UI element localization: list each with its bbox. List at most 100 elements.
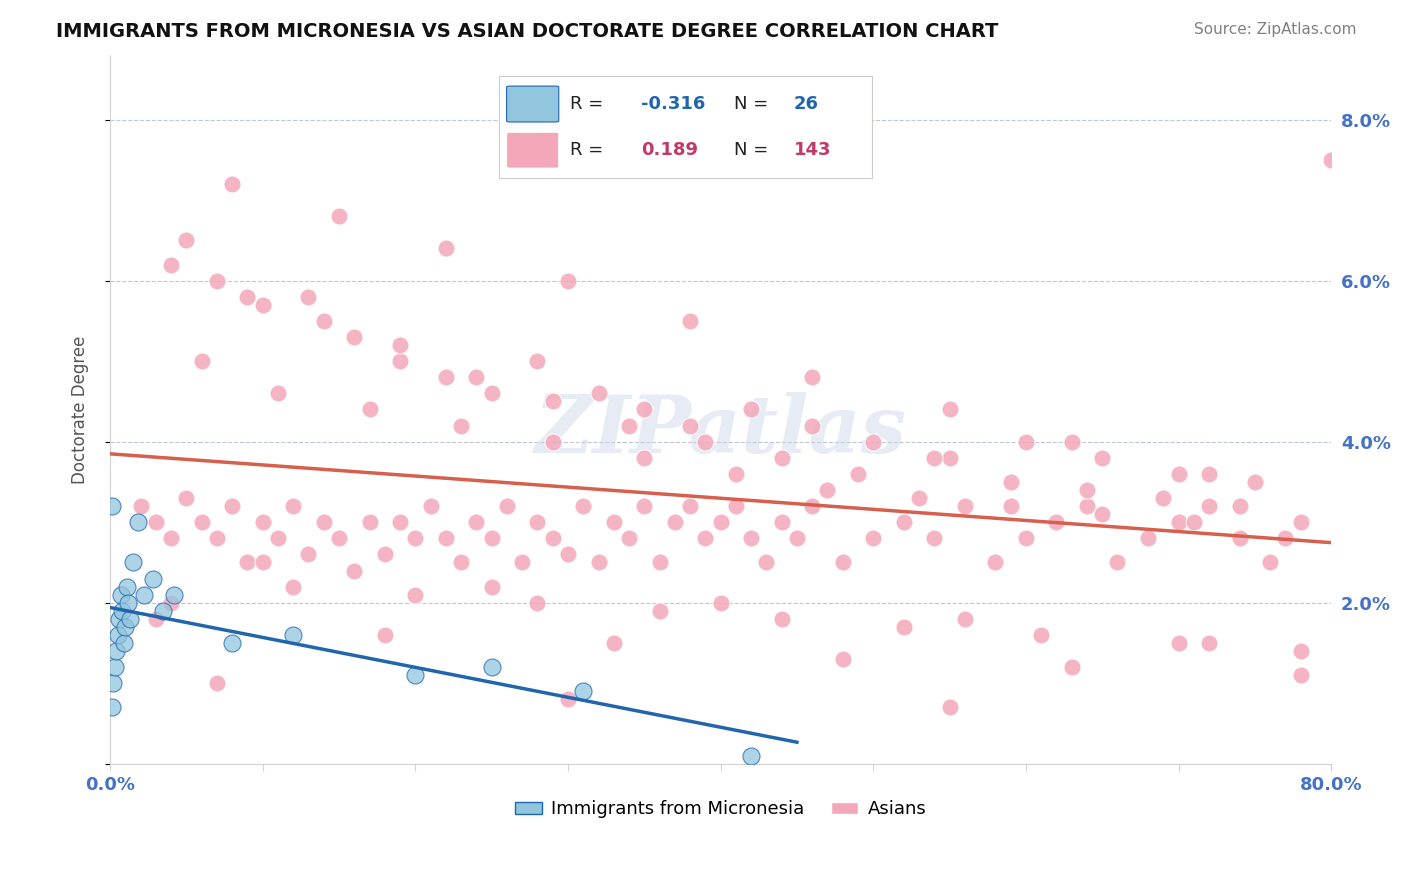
Point xyxy=(110,588,132,602)
Point xyxy=(695,434,717,449)
Point xyxy=(283,628,305,642)
Point xyxy=(831,556,853,570)
Point xyxy=(557,548,579,562)
Point xyxy=(1152,491,1174,505)
Point xyxy=(1015,434,1038,449)
Point xyxy=(205,274,228,288)
Point xyxy=(434,532,457,546)
Point xyxy=(1107,556,1129,570)
Point xyxy=(152,604,174,618)
Point xyxy=(297,290,319,304)
Point xyxy=(526,515,548,529)
Point xyxy=(450,556,472,570)
Point xyxy=(374,548,396,562)
Point xyxy=(695,532,717,546)
Point xyxy=(145,612,167,626)
Point xyxy=(924,450,946,465)
Point xyxy=(893,515,915,529)
Point xyxy=(205,676,228,690)
Point xyxy=(160,258,183,272)
Point xyxy=(1274,532,1296,546)
Point xyxy=(908,491,931,505)
Point xyxy=(924,532,946,546)
Point xyxy=(710,515,733,529)
Point xyxy=(1167,515,1189,529)
Point xyxy=(142,572,165,586)
Point xyxy=(107,628,129,642)
Point xyxy=(100,700,122,714)
Point xyxy=(588,386,610,401)
Point xyxy=(465,370,488,384)
Point xyxy=(343,330,366,344)
Point xyxy=(190,515,212,529)
Point xyxy=(236,290,259,304)
Point xyxy=(648,604,671,618)
Text: 143: 143 xyxy=(793,141,831,159)
Point xyxy=(1000,475,1022,489)
Point xyxy=(236,556,259,570)
Point xyxy=(359,402,381,417)
Point xyxy=(374,628,396,642)
Point xyxy=(953,499,976,513)
FancyBboxPatch shape xyxy=(506,87,558,122)
Point xyxy=(755,556,778,570)
Point xyxy=(221,177,243,191)
Point xyxy=(862,434,884,449)
Text: R =: R = xyxy=(569,95,609,113)
Point xyxy=(1182,515,1205,529)
Point xyxy=(114,620,136,634)
Point xyxy=(205,532,228,546)
Point xyxy=(101,676,124,690)
Point xyxy=(104,660,127,674)
Point xyxy=(129,499,152,513)
Point xyxy=(541,532,564,546)
Point xyxy=(389,515,412,529)
Text: N =: N = xyxy=(734,95,773,113)
Point xyxy=(1167,467,1189,481)
Point xyxy=(664,515,686,529)
Point xyxy=(770,450,793,465)
Point xyxy=(541,394,564,409)
Point xyxy=(648,556,671,570)
Point xyxy=(1289,668,1312,682)
Point xyxy=(831,652,853,666)
Point xyxy=(118,612,141,626)
Point xyxy=(1076,499,1098,513)
Point xyxy=(1289,515,1312,529)
Point xyxy=(1198,499,1220,513)
Point xyxy=(163,588,186,602)
Text: IMMIGRANTS FROM MICRONESIA VS ASIAN DOCTORATE DEGREE CORRELATION CHART: IMMIGRANTS FROM MICRONESIA VS ASIAN DOCT… xyxy=(56,22,998,41)
Point xyxy=(100,499,122,513)
Point xyxy=(496,499,519,513)
Point xyxy=(176,233,198,247)
Point xyxy=(297,548,319,562)
Point xyxy=(283,580,305,594)
Point xyxy=(938,700,960,714)
Text: Source: ZipAtlas.com: Source: ZipAtlas.com xyxy=(1194,22,1357,37)
Point xyxy=(481,386,503,401)
Point xyxy=(526,354,548,368)
FancyBboxPatch shape xyxy=(506,132,558,168)
Point xyxy=(817,483,839,497)
Point xyxy=(617,418,640,433)
Point xyxy=(588,556,610,570)
Point xyxy=(132,588,155,602)
Point xyxy=(419,499,441,513)
Point xyxy=(267,386,290,401)
Point xyxy=(312,515,335,529)
Point xyxy=(404,532,426,546)
Point xyxy=(770,515,793,529)
Point xyxy=(160,596,183,610)
Point xyxy=(801,499,824,513)
Point xyxy=(617,532,640,546)
Point xyxy=(111,604,134,618)
Point xyxy=(510,556,533,570)
Point xyxy=(1229,499,1251,513)
Point xyxy=(679,499,702,513)
Point xyxy=(724,467,747,481)
Point xyxy=(359,515,381,529)
Point xyxy=(122,556,145,570)
Point xyxy=(846,467,869,481)
Text: 26: 26 xyxy=(793,95,818,113)
Point xyxy=(465,515,488,529)
